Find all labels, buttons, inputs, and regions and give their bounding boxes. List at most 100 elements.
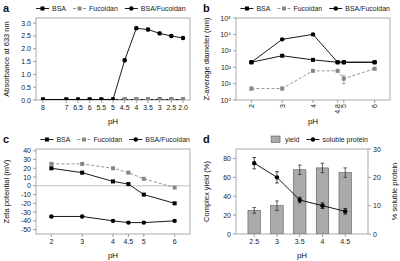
x-tick-label: 5 xyxy=(340,104,347,108)
plot-area xyxy=(36,162,190,225)
x-tick xyxy=(51,234,52,237)
y-axis-label: Zeta potential (mV) xyxy=(2,159,11,223)
y-tick xyxy=(33,185,36,186)
marker xyxy=(88,97,92,100)
legend-marker xyxy=(334,6,338,10)
y-tick xyxy=(33,177,36,178)
x-tick xyxy=(66,100,67,103)
y-tick-label: 40 xyxy=(23,147,31,154)
x-tick-label: 4 xyxy=(310,104,317,108)
marker xyxy=(172,219,176,223)
y-tick-label: 10⁰ xyxy=(220,97,231,104)
legend-item: yield xyxy=(271,136,300,144)
series-line xyxy=(51,168,174,203)
y-tick xyxy=(33,212,36,213)
legend-item: BSA/Fucoidan xyxy=(129,136,190,143)
y-tick xyxy=(233,196,236,197)
error-bar xyxy=(123,59,127,62)
marker xyxy=(280,37,284,41)
legend-swatch xyxy=(271,136,280,143)
marker xyxy=(249,60,253,64)
y-tick-label: -10 xyxy=(21,191,31,198)
y-tick-label: 20 xyxy=(23,165,31,172)
plot-frame xyxy=(36,18,190,100)
marker xyxy=(372,60,376,64)
marker xyxy=(99,97,103,100)
legend-marker xyxy=(45,138,49,142)
legend-label: Fucoidan xyxy=(293,5,322,12)
x-tick xyxy=(251,100,252,103)
x-tick xyxy=(343,100,344,103)
x-tick xyxy=(136,100,137,103)
x-axis-label: pH xyxy=(108,251,118,260)
x-tick-label: 5.5 xyxy=(96,104,106,111)
marker xyxy=(173,186,177,190)
figure: 0.00.51.01.52.02.53.0876.565.554.543.532… xyxy=(0,0,400,261)
marker xyxy=(342,60,346,64)
y-tick xyxy=(33,87,36,88)
y-tick-label: 1.0 xyxy=(21,71,31,78)
marker xyxy=(343,209,347,213)
legend: BSAFucoidanBSA/Fucoidan xyxy=(40,136,190,143)
y-tick-label: 0 xyxy=(227,231,231,238)
x-tick-label: 3.5 xyxy=(143,104,153,111)
panel-title: d xyxy=(203,133,210,145)
y-tick-label: 2.5 xyxy=(21,32,31,39)
x-tick-label: 2.0 xyxy=(178,104,188,111)
marker xyxy=(142,220,146,224)
series-line xyxy=(251,56,374,63)
marker xyxy=(64,97,68,100)
legend-item: BSA/Fucoidan xyxy=(329,5,390,12)
error-bar xyxy=(275,201,279,210)
zero-line xyxy=(36,185,190,186)
legend-marker xyxy=(282,7,286,11)
y-tick xyxy=(33,220,36,221)
panel: 02040608001020304.543.532.5pHComplex yie… xyxy=(202,133,399,260)
marker xyxy=(49,214,53,218)
legend: BSAFucoidanBSA/Fucoidan xyxy=(240,5,390,12)
marker xyxy=(41,97,45,100)
x-tick-label: 6 xyxy=(88,104,92,111)
legend-item: Fucoidan xyxy=(77,136,122,143)
marker xyxy=(320,203,324,207)
x-tick-label: 5 xyxy=(142,238,146,245)
y-tick xyxy=(33,194,36,195)
x-tick xyxy=(148,100,149,103)
x-tick xyxy=(78,100,79,103)
y-axis-label: Z-average diameter (nm) xyxy=(202,17,211,100)
x-axis-label: pH xyxy=(108,117,118,126)
x-tick xyxy=(143,234,144,237)
panel: 10⁰10¹10²10³10⁴10⁵2344.856pHZ-average di… xyxy=(202,2,390,126)
marker xyxy=(342,60,346,64)
y-tick xyxy=(233,18,236,19)
marker xyxy=(76,97,80,100)
marker xyxy=(134,26,138,30)
y2-tick xyxy=(368,149,371,150)
marker xyxy=(181,36,185,40)
series-line xyxy=(251,34,374,62)
x-tick-label: 6 xyxy=(173,238,177,245)
error-bar xyxy=(321,203,325,209)
x-tick-label: 3 xyxy=(80,238,84,245)
error-bar xyxy=(250,87,254,90)
y-tick-label: 60 xyxy=(223,174,231,181)
marker xyxy=(249,87,253,91)
x-tick xyxy=(282,100,283,103)
error-bar xyxy=(321,163,325,172)
marker xyxy=(64,97,68,100)
marker xyxy=(80,162,84,166)
marker xyxy=(169,97,173,100)
y-tick xyxy=(33,150,36,151)
marker xyxy=(122,58,126,62)
x-tick-label: 3.5 xyxy=(295,238,305,245)
marker xyxy=(252,161,256,165)
marker xyxy=(336,60,340,64)
x-tick-label: 5 xyxy=(111,104,115,111)
x-tick-label: 3 xyxy=(275,238,279,245)
marker xyxy=(146,97,150,100)
marker xyxy=(134,97,138,100)
y-tick xyxy=(33,48,36,49)
y2-tick xyxy=(368,177,371,178)
x-tick-label: 4.5 xyxy=(340,238,350,245)
legend-marker xyxy=(82,138,86,142)
